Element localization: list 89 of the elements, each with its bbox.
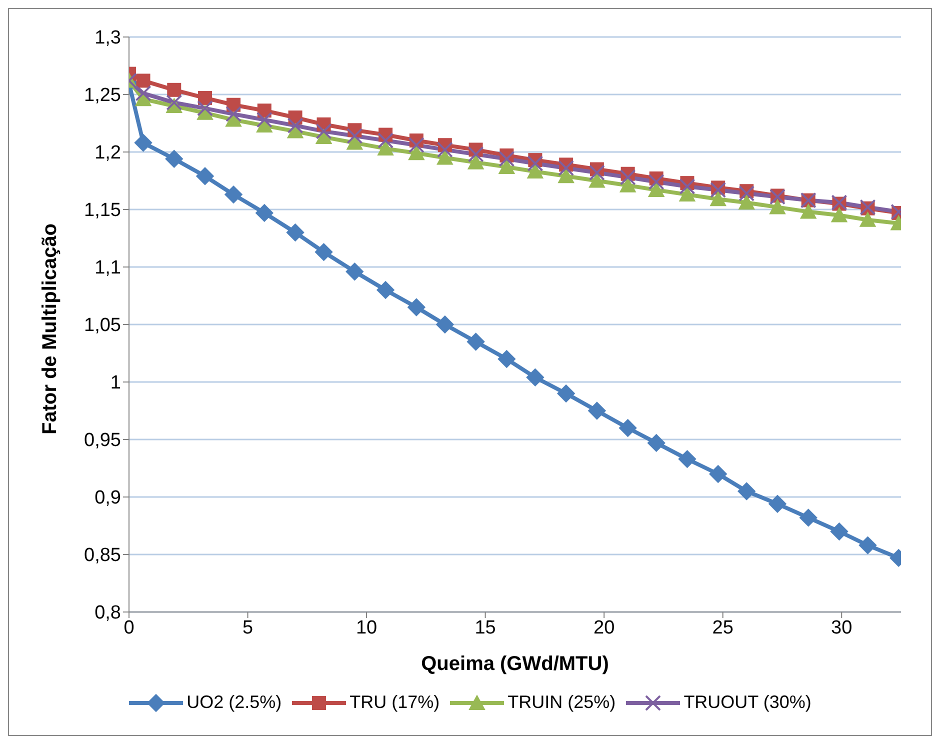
legend-label: UO2 (2.5%) [186, 692, 282, 713]
legend-label: TRU (17%) [350, 692, 440, 713]
y-tick-label: 1,15 [84, 200, 121, 222]
point [619, 176, 636, 192]
x-tick-label: 30 [831, 617, 852, 638]
point [224, 185, 243, 204]
y-axis-title: Fator de Multiplicação [39, 223, 62, 434]
point [378, 132, 394, 148]
y-tick-label: 1,25 [84, 85, 121, 106]
y-tick-label: 1 [110, 372, 121, 394]
point [346, 128, 363, 144]
point [678, 186, 696, 202]
x-axis-title: Queima (GWd/MTU) [421, 653, 609, 675]
point [436, 142, 453, 158]
point [768, 494, 787, 513]
point [708, 464, 728, 484]
y-tick-label: 1,2 [94, 142, 121, 164]
point [738, 185, 755, 202]
point [165, 150, 184, 168]
point [346, 262, 364, 281]
point [135, 85, 152, 102]
point [799, 508, 818, 527]
y-tick-label: 1,1 [94, 258, 121, 279]
y-tick-label: 1,05 [84, 315, 121, 336]
point [136, 74, 150, 88]
y-tick-label: 0,95 [84, 430, 121, 452]
point [558, 168, 574, 184]
y-tick-label: 0,8 [94, 602, 121, 624]
point [830, 522, 848, 541]
point [498, 150, 515, 167]
x-tick-label: 15 [474, 617, 496, 638]
point [436, 315, 454, 334]
y-tick-label: 0,85 [84, 545, 121, 566]
point [800, 203, 817, 219]
y-tick-label: 0,9 [94, 488, 121, 509]
x-tick-label: 5 [242, 617, 254, 638]
point [526, 368, 544, 386]
point [526, 163, 544, 179]
point [226, 106, 242, 122]
point [710, 190, 726, 206]
point [618, 418, 637, 438]
point [588, 164, 605, 181]
point [647, 434, 666, 452]
point [134, 134, 152, 152]
point [648, 182, 665, 197]
point [196, 167, 214, 186]
y-tick-label: 1,3 [94, 28, 121, 49]
point [527, 156, 544, 172]
point [466, 332, 485, 351]
point [407, 298, 426, 316]
point [256, 112, 272, 128]
point [376, 280, 395, 300]
point [558, 160, 574, 176]
point [316, 123, 332, 140]
point [255, 204, 274, 222]
legend-label: TRUOUT (30%) [684, 692, 812, 713]
point [166, 94, 182, 111]
point [588, 172, 606, 188]
point [498, 350, 516, 368]
point [314, 242, 333, 262]
point [620, 169, 636, 186]
point [830, 206, 848, 222]
point [858, 536, 877, 554]
point [556, 384, 576, 403]
point [859, 211, 876, 227]
point [286, 223, 304, 242]
point [588, 402, 606, 420]
point [648, 174, 664, 190]
point [436, 149, 454, 165]
point [408, 137, 424, 154]
legend-label: TRUIN (25%) [508, 692, 616, 713]
x-tick-label: 10 [356, 617, 378, 638]
point [408, 144, 425, 160]
point [467, 154, 484, 170]
point [678, 450, 696, 468]
point [710, 182, 726, 198]
point [377, 140, 394, 156]
x-tick-label: 20 [594, 617, 615, 638]
point [769, 198, 786, 214]
point [197, 100, 214, 116]
x-tick-label: 0 [124, 617, 134, 638]
point [468, 146, 484, 162]
point [498, 158, 516, 174]
point [167, 82, 182, 97]
x-tick-label: 25 [712, 617, 734, 638]
point [738, 482, 756, 500]
point [679, 178, 696, 194]
point [287, 118, 304, 134]
point [738, 194, 755, 210]
